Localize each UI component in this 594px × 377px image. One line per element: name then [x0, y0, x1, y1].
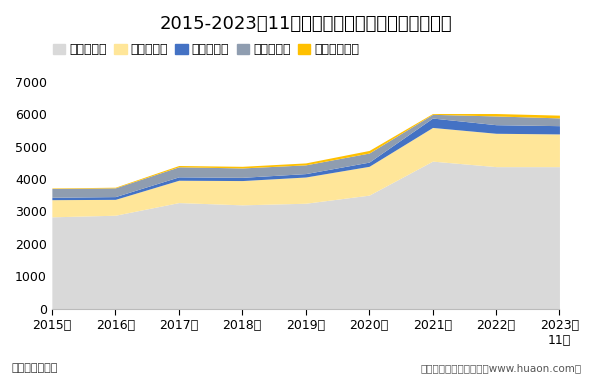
- Text: 单位：亿千瓦时: 单位：亿千瓦时: [12, 363, 58, 373]
- Text: 制图：华经产业研究院（www.huaon.com）: 制图：华经产业研究院（www.huaon.com）: [421, 363, 582, 373]
- Title: 2015-2023年11月广东省各发电类型发电量统计图: 2015-2023年11月广东省各发电类型发电量统计图: [159, 15, 452, 33]
- Legend: 火力发电量, 核能发电量, 风力发电量, 水力发电量, 太阳能发电量: 火力发电量, 核能发电量, 风力发电量, 水力发电量, 太阳能发电量: [48, 38, 364, 61]
